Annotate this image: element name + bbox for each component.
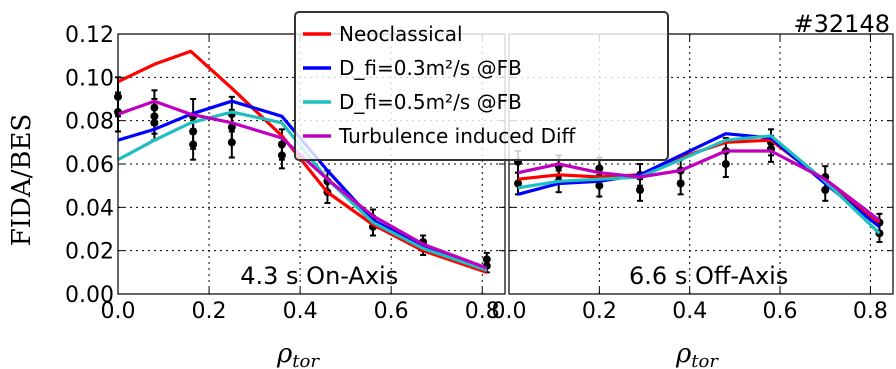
x-tick-label: 0.2 bbox=[192, 299, 227, 324]
legend-item-d05: D_fi=0.5m²/s @FB bbox=[303, 90, 522, 114]
y-tick-label: 0.10 bbox=[65, 66, 114, 91]
x-tick-label: 0.4 bbox=[672, 299, 707, 324]
x-tick-label: 0.6 bbox=[763, 299, 798, 324]
measurement-point bbox=[277, 141, 286, 170]
x-axis-label-base: ρ bbox=[276, 339, 293, 369]
y-tick-label: 0.12 bbox=[65, 23, 114, 48]
x-axis-label-sub: tor bbox=[691, 351, 719, 369]
series-line-neo bbox=[117, 49, 488, 274]
series-line-d03 bbox=[117, 99, 488, 272]
shot-number: #32148 bbox=[794, 10, 890, 38]
legend-item-turb: Turbulence induced Diff bbox=[303, 124, 577, 148]
x-tick-label: 0.6 bbox=[374, 299, 409, 324]
series-line-d05 bbox=[517, 134, 881, 235]
x-axis-label-base: ρ bbox=[675, 339, 692, 369]
y-tick-label: 0.00 bbox=[65, 283, 114, 308]
x-axis-label-left: ρtor bbox=[276, 339, 320, 369]
panel-1: 0.0 0.2 0.4 0.6 0.8 0.00 0.02 0.04 0.06 0.08 0.10 0… bbox=[65, 23, 506, 324]
y-tick-label: 0.06 bbox=[65, 153, 114, 178]
legend: Neoclassical D_fi=0.3m²/s @FB D_fi=0.5m²/s… bbox=[294, 11, 669, 161]
x-tick-label: 0.0 bbox=[101, 299, 136, 324]
series-line-turb bbox=[517, 149, 881, 222]
measurement-point bbox=[227, 126, 236, 159]
legend-box bbox=[294, 11, 669, 161]
legend-label: D_fi=0.5m²/s @FB bbox=[339, 90, 522, 114]
measurement-point bbox=[150, 104, 159, 142]
series-line-d05 bbox=[117, 110, 488, 272]
measurement-point bbox=[721, 150, 730, 178]
panel-annotation: 4.3 s On-Axis bbox=[240, 262, 398, 290]
measurement-point bbox=[636, 178, 645, 202]
legend-item-neo: Neoclassical bbox=[303, 22, 463, 46]
y-tick-label: 0.04 bbox=[65, 196, 114, 221]
legend-label: Neoclassical bbox=[339, 22, 463, 46]
x-tick-label: 0.0 bbox=[492, 299, 527, 324]
y-tick-label: 0.08 bbox=[65, 110, 114, 135]
plot-area: 0.0 0.2 0.4 0.6 0.8 0.00 0.02 0.04 0.06 0.08 0.10 0… bbox=[65, 23, 894, 324]
legend-item-d03: D_fi=0.3m²/s @FB bbox=[303, 56, 522, 80]
measurement-point bbox=[514, 171, 523, 196]
measurement-point bbox=[676, 171, 685, 196]
measurement-point bbox=[875, 223, 884, 243]
legend-label: Turbulence induced Diff bbox=[338, 124, 577, 148]
y-tick-label: 0.02 bbox=[65, 240, 114, 265]
x-axis-label-sub: tor bbox=[292, 351, 320, 369]
measurement-point bbox=[189, 128, 198, 161]
series-line-turb bbox=[117, 99, 488, 270]
legend-label: D_fi=0.3m²/s @FB bbox=[339, 56, 522, 80]
x-tick-label: 0.2 bbox=[582, 299, 617, 324]
x-tick-label: 0.8 bbox=[465, 299, 500, 324]
panel-annotation: 6.6 s Off-Axis bbox=[629, 262, 788, 290]
x-tick-label: 0.4 bbox=[283, 299, 318, 324]
x-tick-label: 0.8 bbox=[853, 299, 888, 324]
x-axis-label-right: ρtor bbox=[675, 339, 719, 369]
y-axis-label: FIDA/BES bbox=[7, 114, 37, 247]
